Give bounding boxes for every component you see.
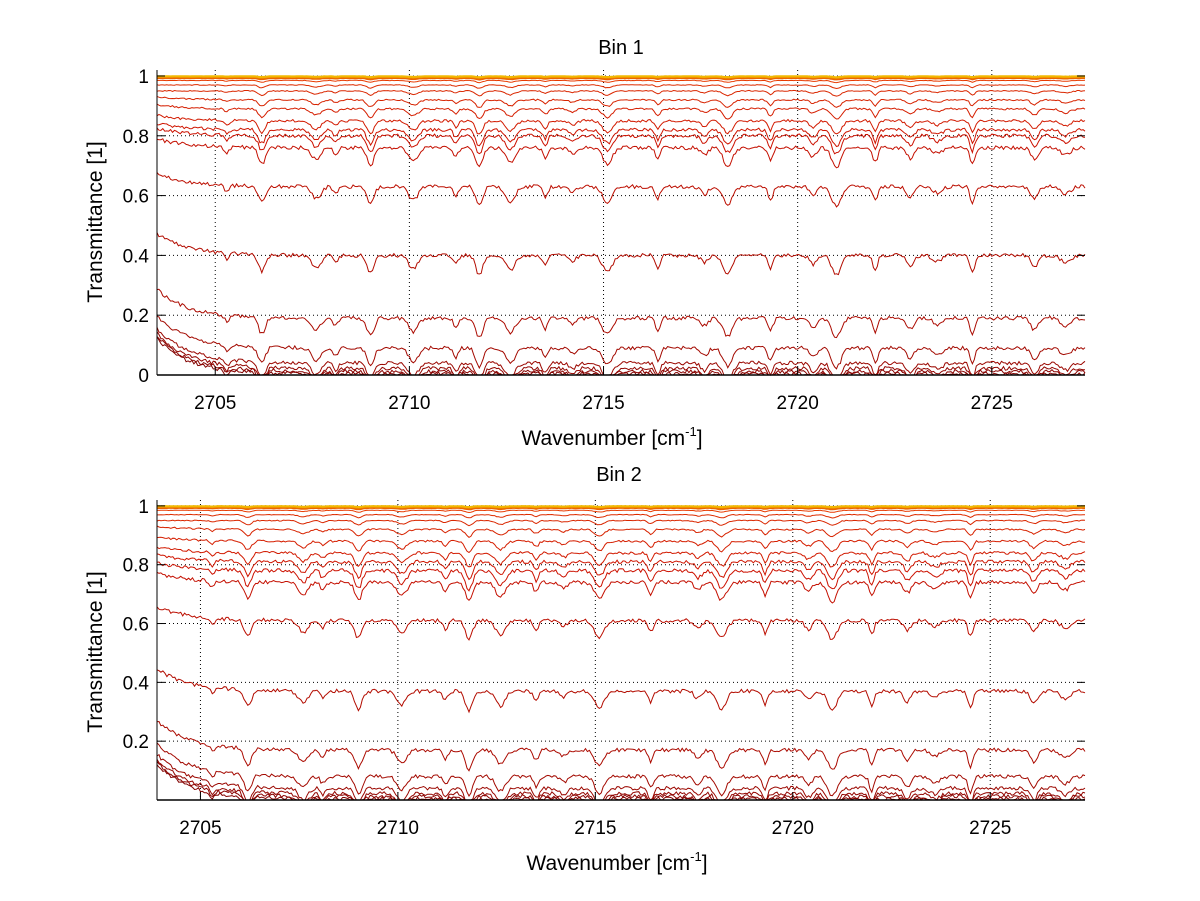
x-tick-label: 2710: [388, 393, 430, 414]
x-tick-label: 2715: [574, 818, 616, 839]
y-tick-label: 0: [138, 366, 149, 387]
y-tick-label: 0.8: [123, 127, 149, 148]
chart-bin-1: 2705 2710 2715 2720 2725 0 0.2 0.4 0.6 0.8 1 Bin 1…: [84, 37, 1086, 450]
series-line: [156, 113, 1086, 135]
series-line: [156, 75, 1086, 79]
x-tick-label: 2705: [194, 393, 236, 414]
x-tick-label: 2710: [377, 818, 419, 839]
x-tick-label: 2715: [582, 393, 624, 414]
x-tick-label: 2720: [772, 818, 814, 839]
series-line: [156, 536, 1086, 554]
y-axis-label: Transmittance [1]: [84, 571, 107, 732]
series-line: [156, 606, 1086, 641]
x-tick-label: 2725: [969, 818, 1011, 839]
series-line: [156, 138, 1086, 169]
series-line: [156, 546, 1086, 568]
axes-frame: [156, 70, 1085, 376]
series-line: [156, 509, 1086, 514]
series-line: [156, 122, 1086, 148]
series-line: [156, 327, 1086, 377]
series-line: [156, 506, 1085, 511]
series-line: [156, 669, 1086, 714]
y-axis-label: Transmittance [1]: [84, 141, 107, 302]
series-line: [157, 76, 1086, 81]
x-tick-label: 2720: [777, 393, 819, 414]
y-tick-label: 1: [138, 497, 149, 518]
series-line: [156, 519, 1086, 527]
series-line: [156, 232, 1086, 276]
chart-title: Bin 1: [598, 37, 644, 59]
series-line: [156, 742, 1086, 798]
series-line: [156, 553, 1086, 581]
y-tick-label: 0.4: [123, 246, 150, 267]
plot-area: [157, 500, 1085, 800]
series-line: [156, 84, 1086, 90]
series-line: [156, 89, 1086, 97]
x-tick-label: 2705: [179, 818, 221, 839]
x-axis-label: Wavenumber [cm-1]: [521, 424, 702, 450]
series-line: [156, 720, 1086, 772]
series-line: [156, 505, 1085, 509]
series-line: [156, 571, 1086, 604]
series-group: [156, 75, 1086, 377]
series-line: [156, 95, 1086, 108]
series-line: [156, 103, 1086, 120]
series-line: [156, 759, 1086, 801]
series-line: [156, 525, 1086, 539]
series-line: [156, 561, 1086, 592]
y-tick-label: 1: [138, 67, 149, 88]
x-axis-label: Wavenumber [cm-1]: [526, 849, 707, 875]
chart-title: Bin 2: [596, 464, 642, 486]
y-tick-label: 0.6: [123, 187, 149, 208]
y-tick-label: 0.2: [123, 306, 149, 327]
tick-labels: 2705 2710 2715 2720 2725 0.2 0.4 0.6 0.8 1: [123, 497, 1012, 839]
series-line: [156, 172, 1086, 208]
axes-frame: [156, 500, 1085, 801]
series-line: [156, 288, 1086, 339]
series-line: [157, 513, 1086, 519]
series-line: [156, 753, 1086, 801]
y-tick-label: 0.2: [123, 732, 149, 753]
series-line: [156, 127, 1086, 155]
x-tick-label: 2725: [971, 393, 1013, 414]
y-tick-label: 0.6: [123, 615, 149, 636]
y-tick-label: 0.8: [123, 556, 149, 577]
series-line: [156, 79, 1086, 84]
plot-area: [157, 70, 1085, 375]
y-tick-label: 0.4: [123, 673, 150, 694]
series-line: [156, 315, 1086, 370]
tick-labels: 2705 2710 2715 2720 2725 0 0.2 0.4 0.6 0.8 1: [123, 67, 1013, 414]
